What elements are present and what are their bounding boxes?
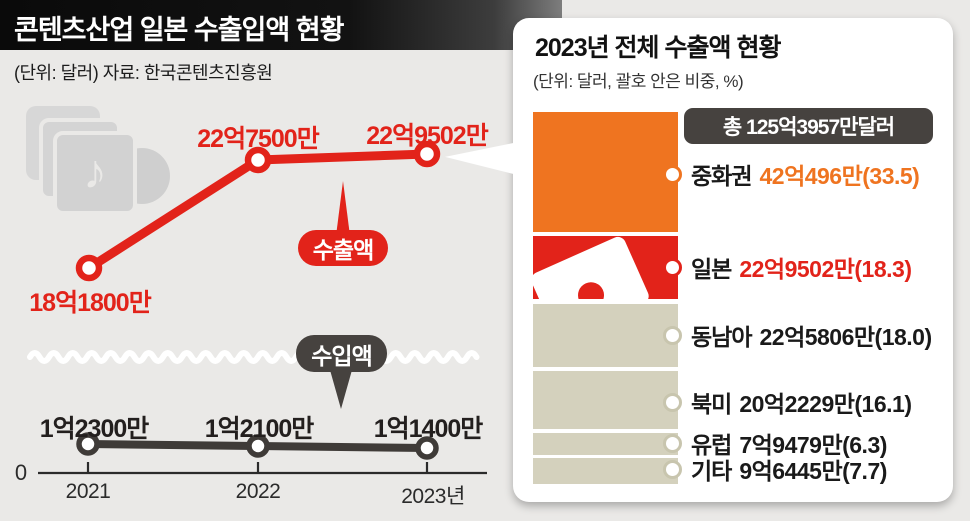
music-note-icon: ♪	[83, 146, 107, 199]
region-value: 42억496만(33.5)	[759, 163, 920, 189]
bullet-icon	[663, 459, 682, 479]
breakdown-row-japan: 일본 22억9502만(18.3)	[663, 251, 912, 283]
region-value: 7억9479만(6.3)	[739, 432, 887, 458]
bullet-icon	[663, 433, 682, 453]
region-label: 중화권	[691, 163, 752, 189]
export-value-2021: 18억1800만	[29, 289, 151, 317]
export-badge-pointer	[336, 181, 350, 232]
import-value-2023: 1억1400만	[373, 415, 484, 443]
breakdown-row-north-america: 북미 20억2229만(16.1)	[663, 386, 912, 418]
import-point-2023	[415, 436, 439, 460]
bullet-icon	[663, 164, 682, 184]
region-value: 20억2229만(16.1)	[739, 391, 912, 417]
export-value-2022: 22억7500만	[197, 125, 319, 153]
title-banner	[0, 0, 562, 50]
breakdown-row-europe: 유럽 7억9479만(6.3)	[663, 427, 887, 459]
japan-flag-sun	[573, 278, 609, 299]
import-badge-pointer	[330, 370, 352, 409]
region-value: 22억5806만(18.0)	[759, 324, 932, 350]
bar-segment-others	[533, 458, 678, 484]
breakdown-row-others: 기타 9억6445만(7.7)	[663, 453, 887, 485]
import-value-2022: 1억2100만	[204, 415, 315, 443]
export-point-2022	[244, 146, 272, 174]
bullet-icon	[663, 392, 682, 412]
source-note: (단위: 달러) 자료: 한국콘텐츠진흥원	[14, 63, 273, 83]
total-export-badge: 총 125억3957만달러	[684, 108, 933, 144]
bar-segment-china	[533, 112, 678, 232]
y-axis-zero-label: 0	[14, 460, 28, 485]
card-subtitle: (단위: 달러, 괄호 안은 비중, %)	[533, 72, 744, 91]
export-point-2023	[413, 140, 441, 168]
export-value-2023: 22억9502만	[366, 122, 488, 150]
region-value: 9억6445만(7.7)	[739, 458, 887, 484]
region-label: 일본	[691, 256, 732, 282]
breakdown-row-china: 중화권 42억496만(33.5)	[663, 158, 920, 190]
breakdown-row-southeast-asia: 동남아 22억5806만(18.0)	[663, 319, 932, 351]
axis-break-wave	[27, 350, 480, 364]
bar-segment-north-america	[533, 371, 678, 429]
x-label-2022: 2022	[235, 480, 281, 503]
export-legend-badge: 수출액	[298, 230, 388, 266]
x-label-2023: 2023년	[401, 485, 465, 508]
region-label: 기타	[691, 458, 732, 484]
import-value-2021: 1억2300만	[39, 415, 150, 443]
x-label-2021: 2021	[65, 480, 111, 503]
bar-segment-southeast-asia	[533, 304, 678, 367]
page-title: 콘텐츠산업 일본 수출입액 현황	[14, 15, 344, 45]
media-stack-front-card: ♪	[53, 131, 137, 215]
region-value: 22억9502만(18.3)	[739, 256, 912, 282]
export-breakdown-card: 2023년 전체 수출액 현황 (단위: 달러, 괄호 안은 비중, %) 총 …	[513, 18, 953, 502]
media-stack-icon: ♪	[26, 106, 176, 218]
bullet-icon	[663, 325, 682, 345]
import-point-2022	[246, 434, 270, 458]
bar-segment-japan	[533, 236, 678, 299]
export-point-2021	[75, 254, 103, 282]
region-label: 유럽	[691, 432, 732, 458]
card-title: 2023년 전체 수출액 현황	[535, 34, 781, 62]
region-label: 북미	[691, 391, 732, 417]
bullet-icon	[663, 257, 682, 277]
import-legend-badge: 수입액	[296, 335, 387, 372]
bar-segment-europe	[533, 433, 678, 455]
japan-flag-icon	[533, 236, 652, 299]
import-point-2021	[76, 432, 100, 456]
region-label: 동남아	[691, 324, 752, 350]
